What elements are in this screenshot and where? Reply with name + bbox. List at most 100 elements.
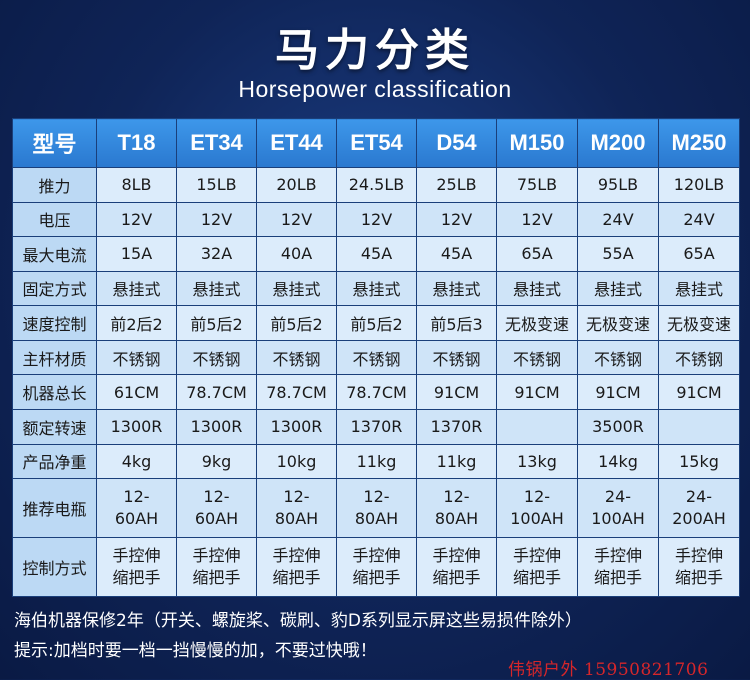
spec-cell: 24.5LB	[336, 167, 417, 203]
spec-cell: 65A	[658, 236, 740, 272]
spec-cell: 悬挂式	[658, 270, 740, 307]
spec-row: 产品净重 4kg 9kg 10kg 11kg 11kg 13kg 14kg 15kg	[12, 443, 740, 480]
spec-cell: 45A	[336, 236, 417, 272]
row-label: 速度控制	[12, 305, 97, 341]
spec-cell: 40A	[256, 236, 337, 272]
spec-cell: 11kg	[336, 443, 417, 480]
row-label: 主杆材质	[12, 339, 97, 376]
spec-cell: 12V	[496, 201, 578, 238]
spec-cell: 91CM	[577, 374, 659, 410]
spec-cell: 悬挂式	[496, 270, 578, 307]
spec-cell: 24V	[658, 201, 740, 238]
spec-cell: 9kg	[176, 443, 257, 480]
row-label: 推力	[12, 167, 97, 203]
spec-row: 推荐电瓶 12- 60AH 12- 60AH 12- 80AH 12- 80AH 12- 80AH 1…	[12, 478, 740, 539]
spec-cell: 前2后2	[96, 305, 177, 341]
spec-cell: 手控伸 缩把手	[658, 537, 740, 597]
spec-cell: 91CM	[416, 374, 497, 410]
spec-cell: 24- 200AH	[658, 478, 740, 539]
spec-cell: 不锈钢	[336, 339, 417, 376]
row-label: 电压	[12, 201, 97, 238]
spec-cell: 前5后2	[336, 305, 417, 341]
row-label: 控制方式	[12, 537, 97, 597]
spec-cell: 悬挂式	[577, 270, 659, 307]
tip-note: 提示:加档时要一档一挡慢慢的加，不要过快哦！	[14, 641, 377, 661]
spec-cell: 不锈钢	[577, 339, 659, 376]
spec-cell: 25LB	[416, 167, 497, 203]
spec-cell: 1300R	[96, 408, 177, 445]
model-header: D54	[416, 118, 497, 168]
spec-cell: 15A	[96, 236, 177, 272]
spec-cell: 15kg	[658, 443, 740, 480]
spec-row: 速度控制 前2后2 前5后2 前5后2 前5后2 前5后3 无极变速 无极变速 无极变速	[12, 305, 740, 341]
spec-row: 电压 12V 12V 12V 12V 12V 12V 24V 24V	[12, 201, 740, 238]
spec-cell: 12- 60AH	[176, 478, 257, 539]
spec-row: 主杆材质 不锈钢 不锈钢 不锈钢 不锈钢 不锈钢 不锈钢 不锈钢 不锈钢	[12, 339, 740, 376]
spec-cell: 91CM	[658, 374, 740, 410]
model-header: M200	[577, 118, 659, 168]
spec-cell: 1300R	[176, 408, 257, 445]
spec-cell: 悬挂式	[256, 270, 337, 307]
spec-row: 推力 8LB 15LB 20LB 24.5LB 25LB 75LB 95LB 120LB	[12, 167, 740, 203]
model-header: T18	[96, 118, 177, 168]
spec-cell: 3500R	[577, 408, 659, 445]
spec-cell: 不锈钢	[176, 339, 257, 376]
watermark: 伟锅户外 15950821706	[508, 660, 709, 680]
spec-row: 固定方式 悬挂式 悬挂式 悬挂式 悬挂式 悬挂式 悬挂式 悬挂式 悬挂式	[12, 270, 740, 307]
spec-cell: 11kg	[416, 443, 497, 480]
row-label: 额定转速	[12, 408, 97, 445]
spec-cell: 12- 80AH	[416, 478, 497, 539]
spec-cell: 12- 80AH	[336, 478, 417, 539]
spec-cell: 32A	[176, 236, 257, 272]
spec-cell: 悬挂式	[416, 270, 497, 307]
row-label: 产品净重	[12, 443, 97, 480]
spec-cell: 20LB	[256, 167, 337, 203]
row-label: 推荐电瓶	[12, 478, 97, 539]
spec-cell: 61CM	[96, 374, 177, 410]
spec-cell: 12V	[256, 201, 337, 238]
spec-cell: 15LB	[176, 167, 257, 203]
spec-cell: 手控伸 缩把手	[496, 537, 578, 597]
spec-cell: 不锈钢	[96, 339, 177, 376]
label-header: 型号	[12, 118, 97, 168]
spec-cell: 78.7CM	[256, 374, 337, 410]
spec-cell: 1370R	[336, 408, 417, 445]
spec-cell: 前5后2	[256, 305, 337, 341]
spec-cell: 45A	[416, 236, 497, 272]
spec-cell: 手控伸 缩把手	[577, 537, 659, 597]
spec-cell: 1300R	[256, 408, 337, 445]
spec-cell: 不锈钢	[496, 339, 578, 376]
spec-cell: 手控伸 缩把手	[256, 537, 337, 597]
spec-cell: 95LB	[577, 167, 659, 203]
spec-cell: 无极变速	[658, 305, 740, 341]
spec-cell: 8LB	[96, 167, 177, 203]
spec-cell: 10kg	[256, 443, 337, 480]
spec-cell: 不锈钢	[658, 339, 740, 376]
spec-cell: 无极变速	[496, 305, 578, 341]
spec-cell: 1370R	[416, 408, 497, 445]
spec-cell: 78.7CM	[336, 374, 417, 410]
spec-cell: 91CM	[496, 374, 578, 410]
spec-cell: 不锈钢	[256, 339, 337, 376]
page-subtitle: Horsepower classification	[238, 76, 512, 102]
spec-table: 型号 T18 ET34 ET44 ET54 D54 M150 M200 M250 推力 8LB 1…	[12, 118, 740, 597]
spec-cell: 前5后3	[416, 305, 497, 341]
page-title: 马力分类	[275, 25, 475, 76]
spec-row: 机器总长 61CM 78.7CM 78.7CM 78.7CM 91CM 91CM 91CM 91…	[12, 374, 740, 410]
spec-cell: 12V	[416, 201, 497, 238]
spec-cell: 13kg	[496, 443, 578, 480]
spec-cell: 12V	[336, 201, 417, 238]
spec-cell: 65A	[496, 236, 578, 272]
model-header: ET34	[176, 118, 257, 168]
row-label: 固定方式	[12, 270, 97, 307]
spec-cell: 24- 100AH	[577, 478, 659, 539]
spec-cell: 75LB	[496, 167, 578, 203]
spec-cell: 14kg	[577, 443, 659, 480]
model-header: M150	[496, 118, 578, 168]
model-header: ET44	[256, 118, 337, 168]
spec-cell: 悬挂式	[96, 270, 177, 307]
spec-row: 最大电流 15A 32A 40A 45A 45A 65A 55A 65A	[12, 236, 740, 272]
spec-cell: 55A	[577, 236, 659, 272]
spec-cell: 12V	[176, 201, 257, 238]
spec-row: 控制方式 手控伸 缩把手 手控伸 缩把手 手控伸 缩把手 手控伸 缩把手 手控伸 缩把手 手控伸 缩把手…	[12, 537, 740, 597]
